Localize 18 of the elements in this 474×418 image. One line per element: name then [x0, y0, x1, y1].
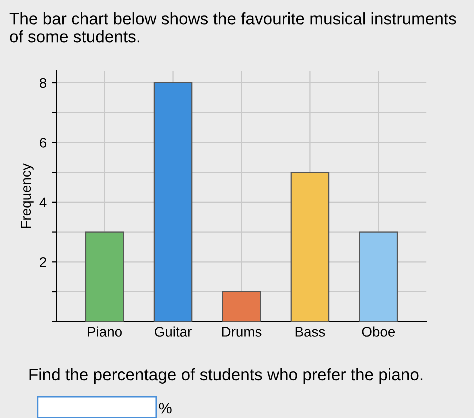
- y-tick-label: 6: [40, 138, 47, 148]
- y-tick-label: 2: [40, 257, 46, 268]
- bar: [154, 82, 193, 322]
- x-tick-label: Drums: [222, 327, 262, 337]
- bar: [290, 172, 330, 322]
- y-tick-label: 4: [40, 198, 47, 208]
- text: Find the percentage of students who prefer the piano.: [30, 368, 423, 384]
- x-tick-label: Guitar: [155, 326, 192, 337]
- bar: [222, 291, 262, 322]
- bar: [359, 232, 398, 322]
- x-tick-label: Bass: [296, 327, 326, 337]
- text: %: [159, 402, 172, 414]
- bar: [85, 232, 124, 322]
- y-axis-title: Frequency: [21, 164, 34, 228]
- x-tick-label: Piano: [88, 326, 122, 337]
- chart-title: The bar chart below shows the favourite musical instruments of some students.: [10, 12, 456, 43]
- x-tick-label: Oboe: [362, 326, 396, 337]
- y-tick-label: 8: [40, 78, 47, 88]
